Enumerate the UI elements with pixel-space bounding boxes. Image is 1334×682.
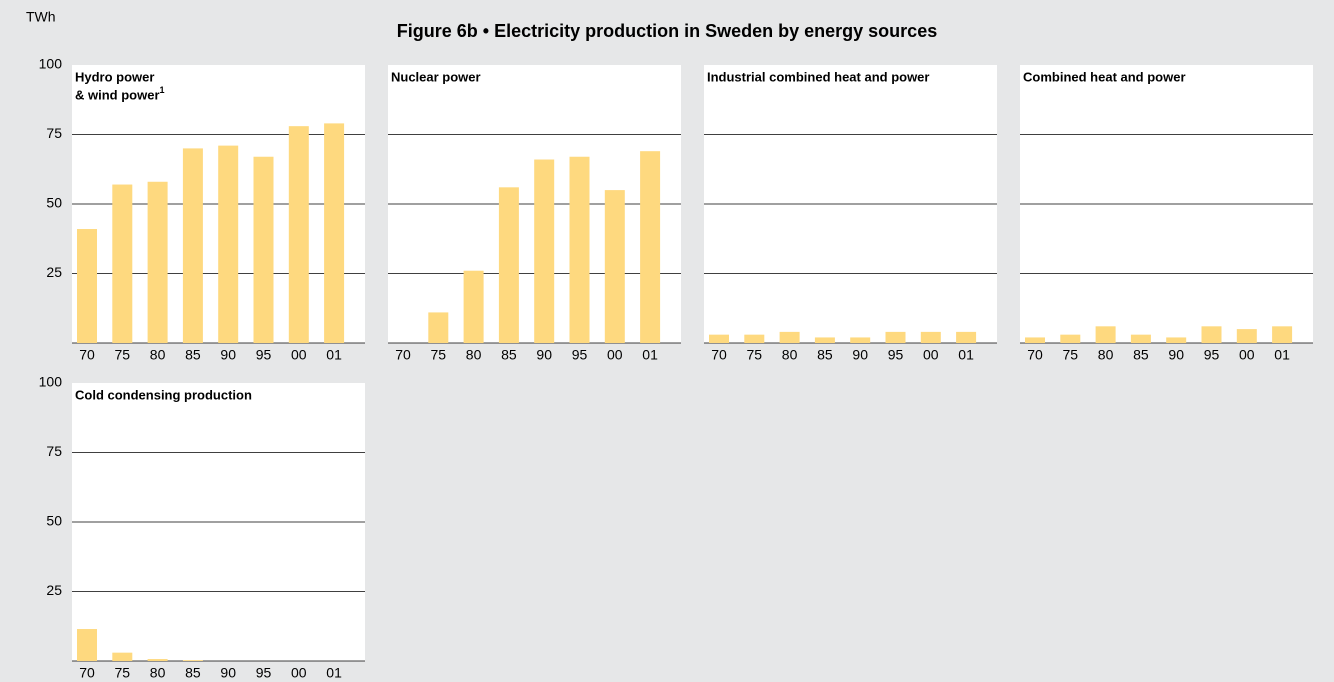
bar [147,181,168,343]
y-tick-label: 25 [46,264,62,280]
x-tick-label: 95 [256,665,272,681]
x-tick-label: 90 [852,347,868,363]
x-tick-label: 90 [1168,347,1184,363]
bar [498,187,519,343]
bar [640,151,661,343]
x-tick-label: 95 [256,347,272,363]
x-tick-label: 85 [1133,347,1149,363]
bar [1060,334,1081,343]
bar [1166,337,1187,343]
bar [182,148,203,343]
bar [77,629,97,661]
bar [1272,326,1293,343]
y-tick-label: 75 [46,125,62,141]
x-tick-label: 00 [923,347,939,363]
bar [182,660,203,661]
footnote: 1 [160,85,165,95]
y-tick-label: 25 [46,582,62,598]
x-tick-label: 85 [185,665,201,681]
panel-title: Hydro power [75,69,154,84]
x-tick-label: 85 [185,347,201,363]
bar [779,331,800,343]
bar [1130,334,1151,343]
bar [814,337,835,343]
bar [744,334,765,343]
y-tick-label: 100 [39,374,63,390]
x-tick-label: 80 [150,347,166,363]
x-tick-label: 85 [501,347,517,363]
x-tick-label: 75 [115,665,131,681]
panel-title: Nuclear power [391,69,481,84]
bar [112,652,133,661]
bar [885,331,906,343]
x-tick-label: 01 [1274,347,1290,363]
x-tick-label: 70 [711,347,727,363]
bar [428,312,449,343]
x-tick-label: 00 [291,347,307,363]
y-axis-unit: TWh [26,9,56,25]
x-tick-label: 01 [642,347,658,363]
y-tick-label: 75 [46,443,62,459]
x-tick-label: 75 [1063,347,1079,363]
y-tick-label: 50 [46,513,62,529]
panel-title: Cold condensing production [75,387,252,402]
bar [463,270,484,343]
x-tick-label: 80 [466,347,482,363]
y-tick-label: 50 [46,195,62,211]
x-tick-label: 80 [150,665,166,681]
bar [253,156,274,343]
bar [1236,329,1257,343]
bar [850,337,871,343]
x-tick-label: 00 [1239,347,1255,363]
x-tick-label: 01 [958,347,974,363]
figure-title: Figure 6b • Electricity production in Sw… [397,21,937,41]
bar [709,334,729,343]
bar [1201,326,1222,343]
bar [569,156,590,343]
bar [324,123,345,343]
x-tick-label: 80 [782,347,798,363]
panel-title: Combined heat and power [1023,69,1186,84]
x-tick-label: 90 [536,347,552,363]
x-tick-label: 75 [747,347,763,363]
x-tick-label: 90 [220,665,236,681]
bar [288,126,309,343]
x-tick-label: 90 [220,347,236,363]
x-tick-label: 01 [326,347,342,363]
bar [218,145,239,343]
x-tick-label: 95 [1204,347,1220,363]
bar [534,159,555,343]
x-tick-label: 70 [79,347,95,363]
x-tick-label: 95 [888,347,904,363]
x-tick-label: 75 [115,347,131,363]
x-tick-label: 80 [1098,347,1114,363]
x-tick-label: 00 [607,347,623,363]
panel-title: Industrial combined heat and power [707,69,929,84]
bar [147,659,168,661]
x-tick-label: 70 [395,347,411,363]
x-tick-label: 75 [431,347,447,363]
panel-title: & wind power1 [75,85,165,102]
bar [920,331,941,343]
x-tick-label: 70 [1027,347,1043,363]
x-tick-label: 85 [817,347,833,363]
x-tick-label: 00 [291,665,307,681]
bar [1095,326,1116,343]
bar [112,184,133,343]
bar [604,190,625,343]
x-tick-label: 01 [326,665,342,681]
bar [956,331,977,343]
bar [77,229,97,343]
x-tick-label: 70 [79,665,95,681]
bar [1025,337,1045,343]
y-tick-label: 100 [39,56,63,72]
x-tick-label: 95 [572,347,588,363]
